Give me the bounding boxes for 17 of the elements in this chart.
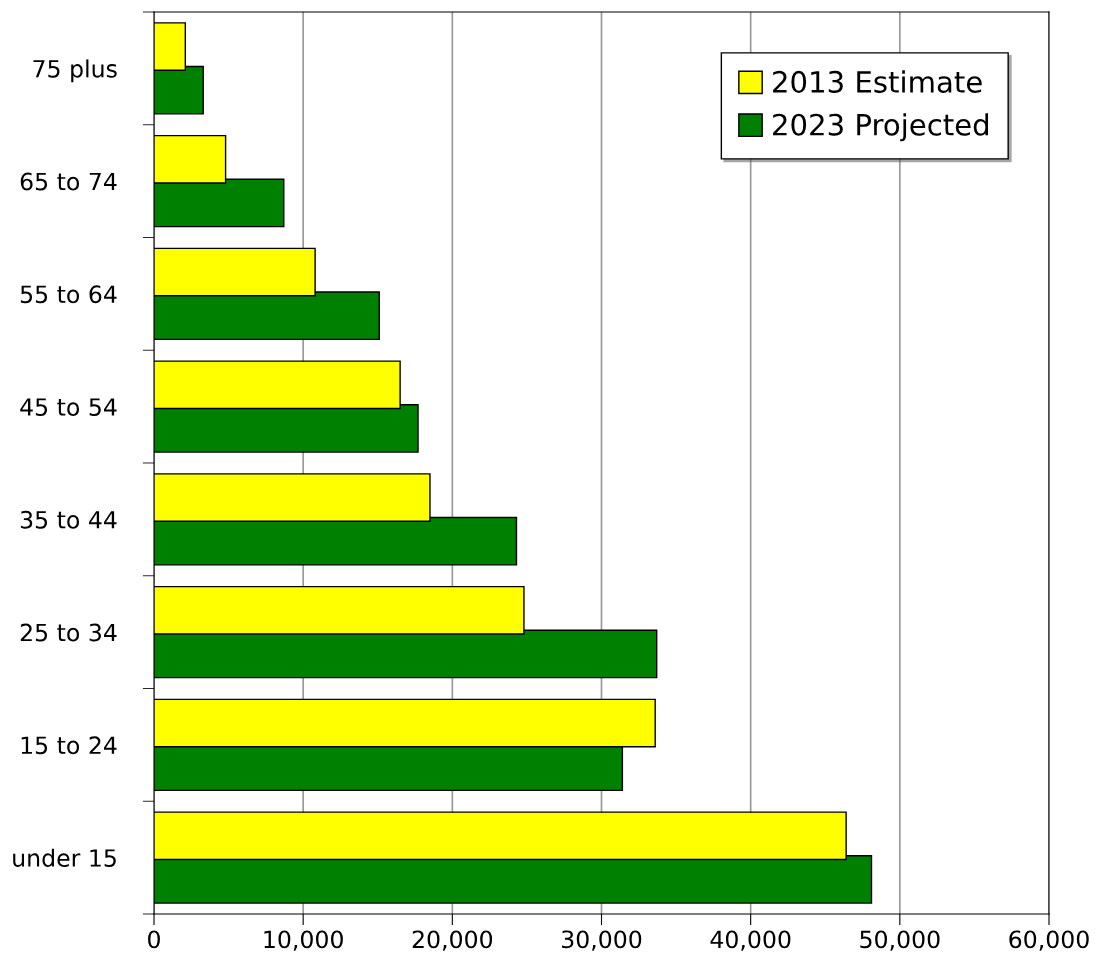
x-tick-label: 50,000 [860,930,940,951]
y-tick-label: 15 to 24 [21,736,117,755]
y-tick-label: under 15 [13,848,116,867]
y-tick-label: 65 to 74 [20,172,117,191]
y-tick-label: 35 to 44 [20,510,117,529]
x-tick-label: 40,000 [710,930,791,951]
x-tick-label: 10,000 [264,930,343,951]
legend-label: 2023 Projected [773,113,989,142]
legend-label: 2013 Estimate [773,70,982,93]
x-tick-label: 20,000 [412,930,493,951]
x-tick-label: 0 [148,930,160,949]
x-tick-label: 30,000 [561,930,642,951]
y-tick-label: 45 to 54 [20,398,117,416]
y-tick-label: 75 plus [33,59,117,83]
x-tick-label: 60,000 [1009,930,1089,951]
y-tick-label: 55 to 64 [20,285,117,304]
y-tick-label: 25 to 34 [20,623,117,642]
